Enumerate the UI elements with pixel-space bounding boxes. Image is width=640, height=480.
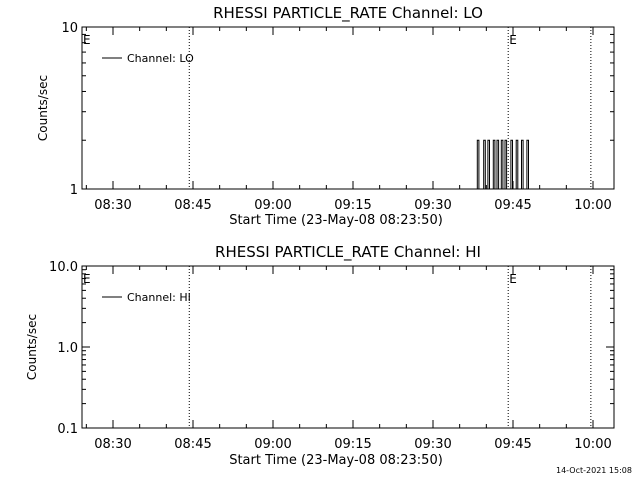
- panel-2-legend-label: Channel: HI: [127, 291, 191, 304]
- panel-2-x-tick-label: 08:30: [94, 437, 131, 452]
- panel-1-x-tick-label: 09:15: [334, 198, 371, 213]
- panel-2-x-tick-label: 08:45: [174, 437, 211, 452]
- panel-1-x-tick-label: 08:30: [94, 198, 131, 213]
- panel-2-y-tick-label: 0.1: [57, 422, 78, 437]
- panel-1-y-tick-label: 10: [61, 21, 78, 36]
- panel-2-x-tick-label: 09:15: [334, 437, 371, 452]
- panel-1-corner-marker: E: [83, 33, 91, 47]
- panel-1-y-tick-label: 1: [70, 183, 78, 198]
- panel-2-x-tick-label: 09:30: [414, 437, 451, 452]
- panel-1-x-tick-label: 09:45: [494, 198, 531, 213]
- panel-2-corner-marker: E: [83, 272, 91, 286]
- panel-1-plot-frame: [81, 26, 615, 190]
- panel-2-x-axis-label: Start Time (23-May-08 08:23:50): [229, 453, 443, 468]
- panel-2-event-marker-label: E: [509, 272, 517, 286]
- panel-2-y-tick-label: 10.0: [49, 260, 78, 275]
- panel-1-y-axis-label: Counts/sec: [36, 75, 50, 141]
- panel-2-x-tick-label: 09:00: [254, 437, 291, 452]
- panel-1-x-tick-label: 09:30: [414, 198, 451, 213]
- generation-timestamp: 14-Oct-2021 15:08: [556, 466, 632, 475]
- panel-1-x-tick-label: 09:00: [254, 198, 291, 213]
- panel-2-title: RHESSI PARTICLE_RATE Channel: HI: [215, 243, 481, 262]
- panel-1-event-marker-label: E: [509, 33, 517, 47]
- panel-1-title: RHESSI PARTICLE_RATE Channel: LO: [213, 4, 483, 23]
- panel-1-x-tick-label: 08:45: [174, 198, 211, 213]
- panel-1-series-line: [476, 139, 529, 190]
- panel-2-y-tick-label: 1.0: [57, 341, 78, 356]
- panel-2-x-tick-label: 10:00: [574, 437, 611, 452]
- panel-1-x-axis-label: Start Time (23-May-08 08:23:50): [229, 213, 443, 228]
- panel-1-x-tick-label: 10:00: [574, 198, 611, 213]
- panel-2-y-axis-label: Counts/sec: [25, 314, 39, 380]
- panel-1-legend-label: Channel: LO: [127, 52, 194, 65]
- panel-2-x-tick-label: 09:45: [494, 437, 531, 452]
